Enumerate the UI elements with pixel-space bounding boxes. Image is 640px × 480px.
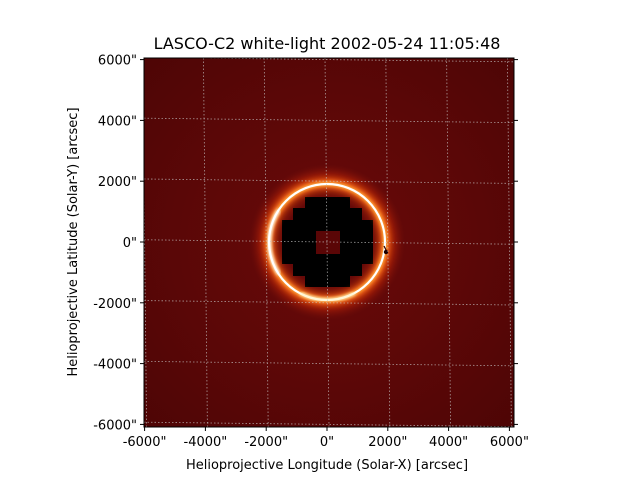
occulter-center-patch [316, 231, 340, 254]
x-axis-ticks: -6000" -4000" -2000" 0" 2000" 4000" 6000" [123, 427, 529, 450]
y-axis-ticks: 6000" 4000" 2000" 0" -2000" -4000" -6000" [93, 54, 518, 433]
y-tick-label-2: 2000" [98, 175, 137, 190]
plot-area [144, 58, 514, 427]
x-tick-label-3: 0" [320, 435, 334, 450]
x-tick-label-1: -4000" [184, 435, 228, 450]
planet-streak [383, 245, 388, 253]
y-tick-label-5: -4000" [93, 358, 137, 373]
y-tick-label-3: 0" [123, 236, 137, 251]
y-tick-label-1: 4000" [98, 114, 137, 129]
y-tick-label-0: 6000" [98, 54, 137, 69]
x-tick-label-4: 2000" [368, 435, 407, 450]
y-axis-label: Helioprojective Latitude (Solar-Y) [arcs… [66, 107, 81, 376]
y-tick-label-4: -2000" [93, 297, 137, 312]
x-tick-label-6: 6000" [490, 435, 529, 450]
grid-line-latitude-5 [144, 360, 514, 367]
grid-line-latitude-6 [144, 421, 514, 427]
x-tick-label-0: -6000" [123, 435, 167, 450]
grid-line-latitude-1 [144, 117, 514, 124]
x-tick-label-2: -2000" [244, 435, 288, 450]
y-tick-label-6: -6000" [93, 418, 137, 433]
grid-line-latitude-0 [162, 58, 514, 63]
corona-ring-left-bright-arc [267, 209, 281, 275]
grid-line-latitude-3 [144, 239, 514, 245]
x-axis-label: Helioprojective Longitude (Solar-X) [arc… [186, 458, 468, 473]
x-tick-label-5: 4000" [429, 435, 468, 450]
grid-line-latitude-4 [144, 300, 514, 306]
figure-title: LASCO-C2 white-light 2002-05-24 11:05:48 [154, 34, 501, 53]
coordinate-grid [144, 58, 514, 427]
grid-line-latitude-2 [144, 178, 514, 184]
